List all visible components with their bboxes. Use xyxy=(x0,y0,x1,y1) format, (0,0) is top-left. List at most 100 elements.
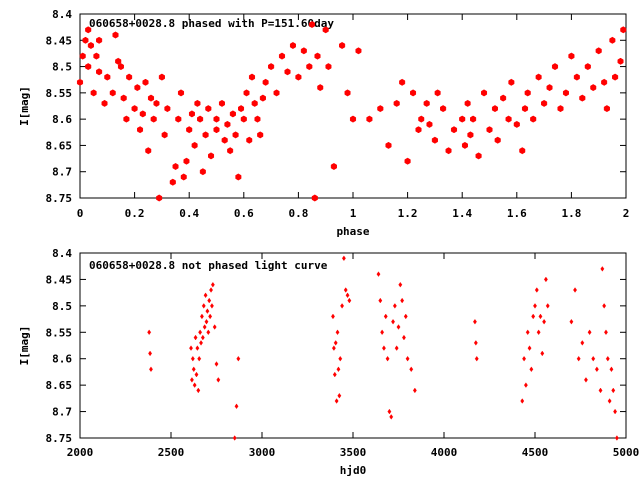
data-point xyxy=(590,84,597,92)
data-point xyxy=(134,84,141,92)
data-point xyxy=(603,105,610,113)
x-tick-label: 0.6 xyxy=(234,207,254,220)
data-point xyxy=(598,387,603,394)
data-point xyxy=(543,276,548,283)
data-point xyxy=(232,435,237,441)
data-point xyxy=(180,173,187,181)
data-point xyxy=(600,266,605,272)
data-point xyxy=(387,408,392,415)
data-point xyxy=(188,110,195,118)
data-point xyxy=(156,194,163,202)
data-point xyxy=(142,78,149,86)
data-point xyxy=(473,340,478,346)
data-point xyxy=(82,36,89,44)
x-tick-label: 0.8 xyxy=(288,207,308,220)
data-point xyxy=(474,355,479,362)
data-point xyxy=(551,63,559,71)
data-point xyxy=(96,68,103,76)
data-point xyxy=(562,89,569,97)
data-point xyxy=(212,324,217,330)
data-point xyxy=(246,136,253,144)
data-point xyxy=(440,105,447,113)
data-point xyxy=(262,78,269,86)
data-point xyxy=(568,52,575,60)
data-point xyxy=(209,287,213,293)
y-tick-label: 8.7 xyxy=(52,406,72,419)
data-point xyxy=(400,297,405,304)
data-point xyxy=(311,194,318,202)
data-point xyxy=(131,105,138,113)
data-point xyxy=(614,435,619,441)
data-point xyxy=(235,173,242,181)
data-point xyxy=(207,297,212,304)
data-point xyxy=(240,115,247,123)
x-tick-label: 2500 xyxy=(158,446,185,459)
data-point xyxy=(380,329,385,336)
data-point xyxy=(531,313,536,320)
data-point xyxy=(343,287,348,293)
data-point xyxy=(467,131,474,139)
data-point xyxy=(85,63,92,71)
x-tick-label: 0 xyxy=(77,207,84,220)
data-point xyxy=(546,84,553,92)
y-tick-label: 8.4 xyxy=(52,247,72,260)
data-point xyxy=(541,99,548,107)
data-point xyxy=(85,26,92,34)
y-tick-label: 8.45 xyxy=(46,34,73,47)
x-axis-label: hjd0 xyxy=(340,464,367,477)
x-tick-label: 5000 xyxy=(613,446,640,459)
data-point xyxy=(236,355,241,362)
data-point xyxy=(459,115,466,123)
data-point xyxy=(486,126,493,134)
data-point xyxy=(536,329,541,336)
data-point xyxy=(194,371,199,378)
data-point xyxy=(398,281,403,288)
data-point xyxy=(604,329,608,336)
data-point xyxy=(193,334,198,341)
data-point xyxy=(123,115,130,123)
data-point xyxy=(389,414,394,420)
data-point xyxy=(519,147,526,155)
data-point xyxy=(481,89,488,97)
data-point xyxy=(334,398,339,404)
data-point xyxy=(376,271,381,277)
data-point xyxy=(333,340,338,346)
data-point xyxy=(101,99,108,107)
data-point xyxy=(208,313,213,320)
data-point xyxy=(445,147,452,155)
data-point xyxy=(192,382,197,388)
data-point xyxy=(203,292,208,299)
data-point xyxy=(190,377,194,383)
data-point xyxy=(336,366,341,373)
data-point xyxy=(183,157,190,165)
data-point xyxy=(461,141,468,149)
data-point xyxy=(513,120,520,128)
data-point xyxy=(210,303,214,309)
data-point xyxy=(545,303,550,309)
data-point xyxy=(210,281,215,288)
data-point xyxy=(126,73,133,81)
data-point xyxy=(300,47,307,55)
y-tick-label: 8.5 xyxy=(52,61,72,74)
data-point xyxy=(534,287,539,293)
data-point xyxy=(523,382,528,388)
data-point xyxy=(527,345,532,351)
data-point xyxy=(611,387,616,394)
data-point xyxy=(579,94,586,102)
data-point xyxy=(418,115,425,123)
data-point xyxy=(148,350,152,357)
data-point xyxy=(335,329,340,336)
data-point xyxy=(205,105,212,113)
chart-title: 060658+0028.8 phased with P=151.60day xyxy=(89,17,334,30)
data-point xyxy=(139,110,146,118)
data-point xyxy=(602,303,607,309)
data-point xyxy=(349,115,357,123)
data-point xyxy=(366,115,373,123)
data-point xyxy=(295,73,302,81)
data-point xyxy=(175,115,182,123)
data-point xyxy=(149,366,153,373)
x-tick-label: 0.4 xyxy=(179,207,199,220)
data-point xyxy=(415,126,422,134)
data-point xyxy=(434,89,441,97)
